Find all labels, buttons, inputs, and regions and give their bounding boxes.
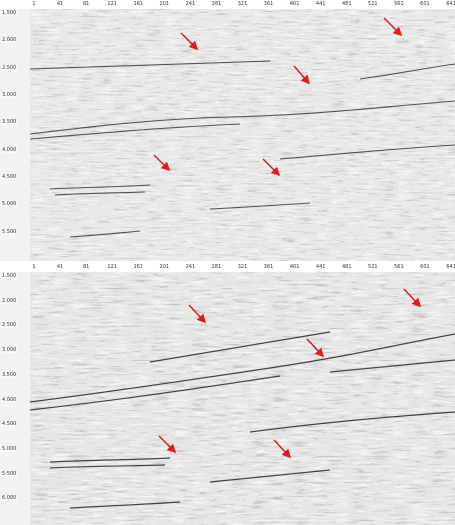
x-tick-label: 401: [289, 1, 300, 7]
y-axis-top: 1.500 2.000 2.500 3.000 3.500 4.000 4.500 5.000…: [0, 9, 30, 261]
y-tick-label: 3.500: [1, 119, 18, 126]
x-tick-label: 281: [211, 264, 222, 270]
reflectors-bottom: [30, 331, 455, 509]
seismic-section-bottom: [30, 272, 455, 525]
x-tick-label: 241: [185, 1, 196, 7]
panel-divider: [0, 261, 455, 263]
y-tick-label: 4.500: [1, 174, 18, 180]
y-tick-label: 3.000: [1, 347, 18, 354]
seismic-image-bottom: [30, 272, 455, 525]
x-tick-label: 161: [133, 1, 144, 7]
x-tick-label: 81: [82, 1, 90, 7]
x-tick-label: 161: [133, 264, 144, 270]
x-tick-label: 521: [368, 264, 378, 270]
y-tick-label: 1.500: [1, 273, 18, 279]
x-tick-label: 361: [263, 264, 274, 270]
y-tick-label: 5.500: [1, 470, 18, 477]
y-tick-label: 2.500: [1, 64, 18, 71]
x-tick-label: 441: [315, 264, 326, 270]
x-tick-label: 41: [56, 264, 64, 270]
x-tick-label: 201: [159, 264, 170, 270]
seismic-image-top: [30, 9, 455, 261]
y-tick-label: 4.000: [1, 396, 18, 403]
x-tick-label: 601: [420, 1, 430, 7]
y-axis-bottom: 1.500 2.000 2.500 3.000 3.500 4.000 4.500 5.000…: [0, 272, 30, 525]
reflectors-top: [30, 60, 455, 238]
x-tick-label: 281: [211, 1, 222, 7]
x-tick-label: 521: [368, 1, 378, 7]
x-tick-label: 441: [315, 1, 326, 7]
x-tick-label: 201: [159, 1, 170, 7]
y-tick-label: 3.000: [1, 92, 18, 98]
x-tick-label: 641: [446, 1, 455, 7]
x-tick-label: 401: [289, 264, 300, 270]
x-tick-label: 1: [32, 264, 36, 270]
x-tick-label: 81: [82, 264, 90, 270]
y-tick-label: 2.000: [1, 37, 18, 44]
x-axis-bottom: 1 41 81 121 161 201 241 281 321 361 401 441 481 521 56…: [0, 263, 455, 272]
x-tick-label: 481: [341, 264, 352, 270]
x-tick-label: 41: [56, 1, 64, 7]
x-tick-label: 641: [446, 264, 455, 270]
y-tick-label: 4.500: [1, 421, 18, 428]
x-tick-label: 361: [263, 1, 274, 7]
x-tick-label: 601: [420, 264, 430, 270]
seismic-section-top: [30, 9, 455, 261]
y-tick-label: 2.000: [1, 297, 18, 304]
x-tick-label: 321: [237, 1, 248, 7]
y-tick-label: 5.000: [1, 201, 18, 208]
x-tick-label: 121: [107, 1, 117, 7]
y-tick-label: 5.000: [1, 445, 18, 452]
seismic-panel-top: 1 41 81 121 161 201 241 281 321 361 401 441 481 521 56…: [0, 0, 455, 261]
y-tick-label: 5.500: [1, 228, 18, 235]
x-tick-label: 561: [394, 1, 404, 7]
x-tick-label: 321: [237, 264, 248, 270]
x-tick-label: 121: [107, 264, 117, 270]
y-tick-label: 3.500: [1, 371, 18, 378]
x-tick-label: 561: [394, 264, 404, 270]
y-tick-label: 2.500: [1, 322, 18, 329]
seismic-panel-bottom: 1 41 81 121 161 201 241 281 321 361 401 441 481 521 56…: [0, 263, 455, 525]
y-tick-label: 6.000: [1, 495, 18, 502]
y-tick-label: 1.500: [1, 10, 18, 16]
x-tick-label: 481: [341, 1, 352, 7]
x-tick-label: 241: [185, 264, 196, 270]
x-axis-top: 1 41 81 121 161 201 241 281 321 361 401 441 481 521 56…: [0, 0, 455, 9]
x-tick-label: 1: [32, 1, 36, 7]
y-tick-label: 4.000: [1, 146, 18, 153]
